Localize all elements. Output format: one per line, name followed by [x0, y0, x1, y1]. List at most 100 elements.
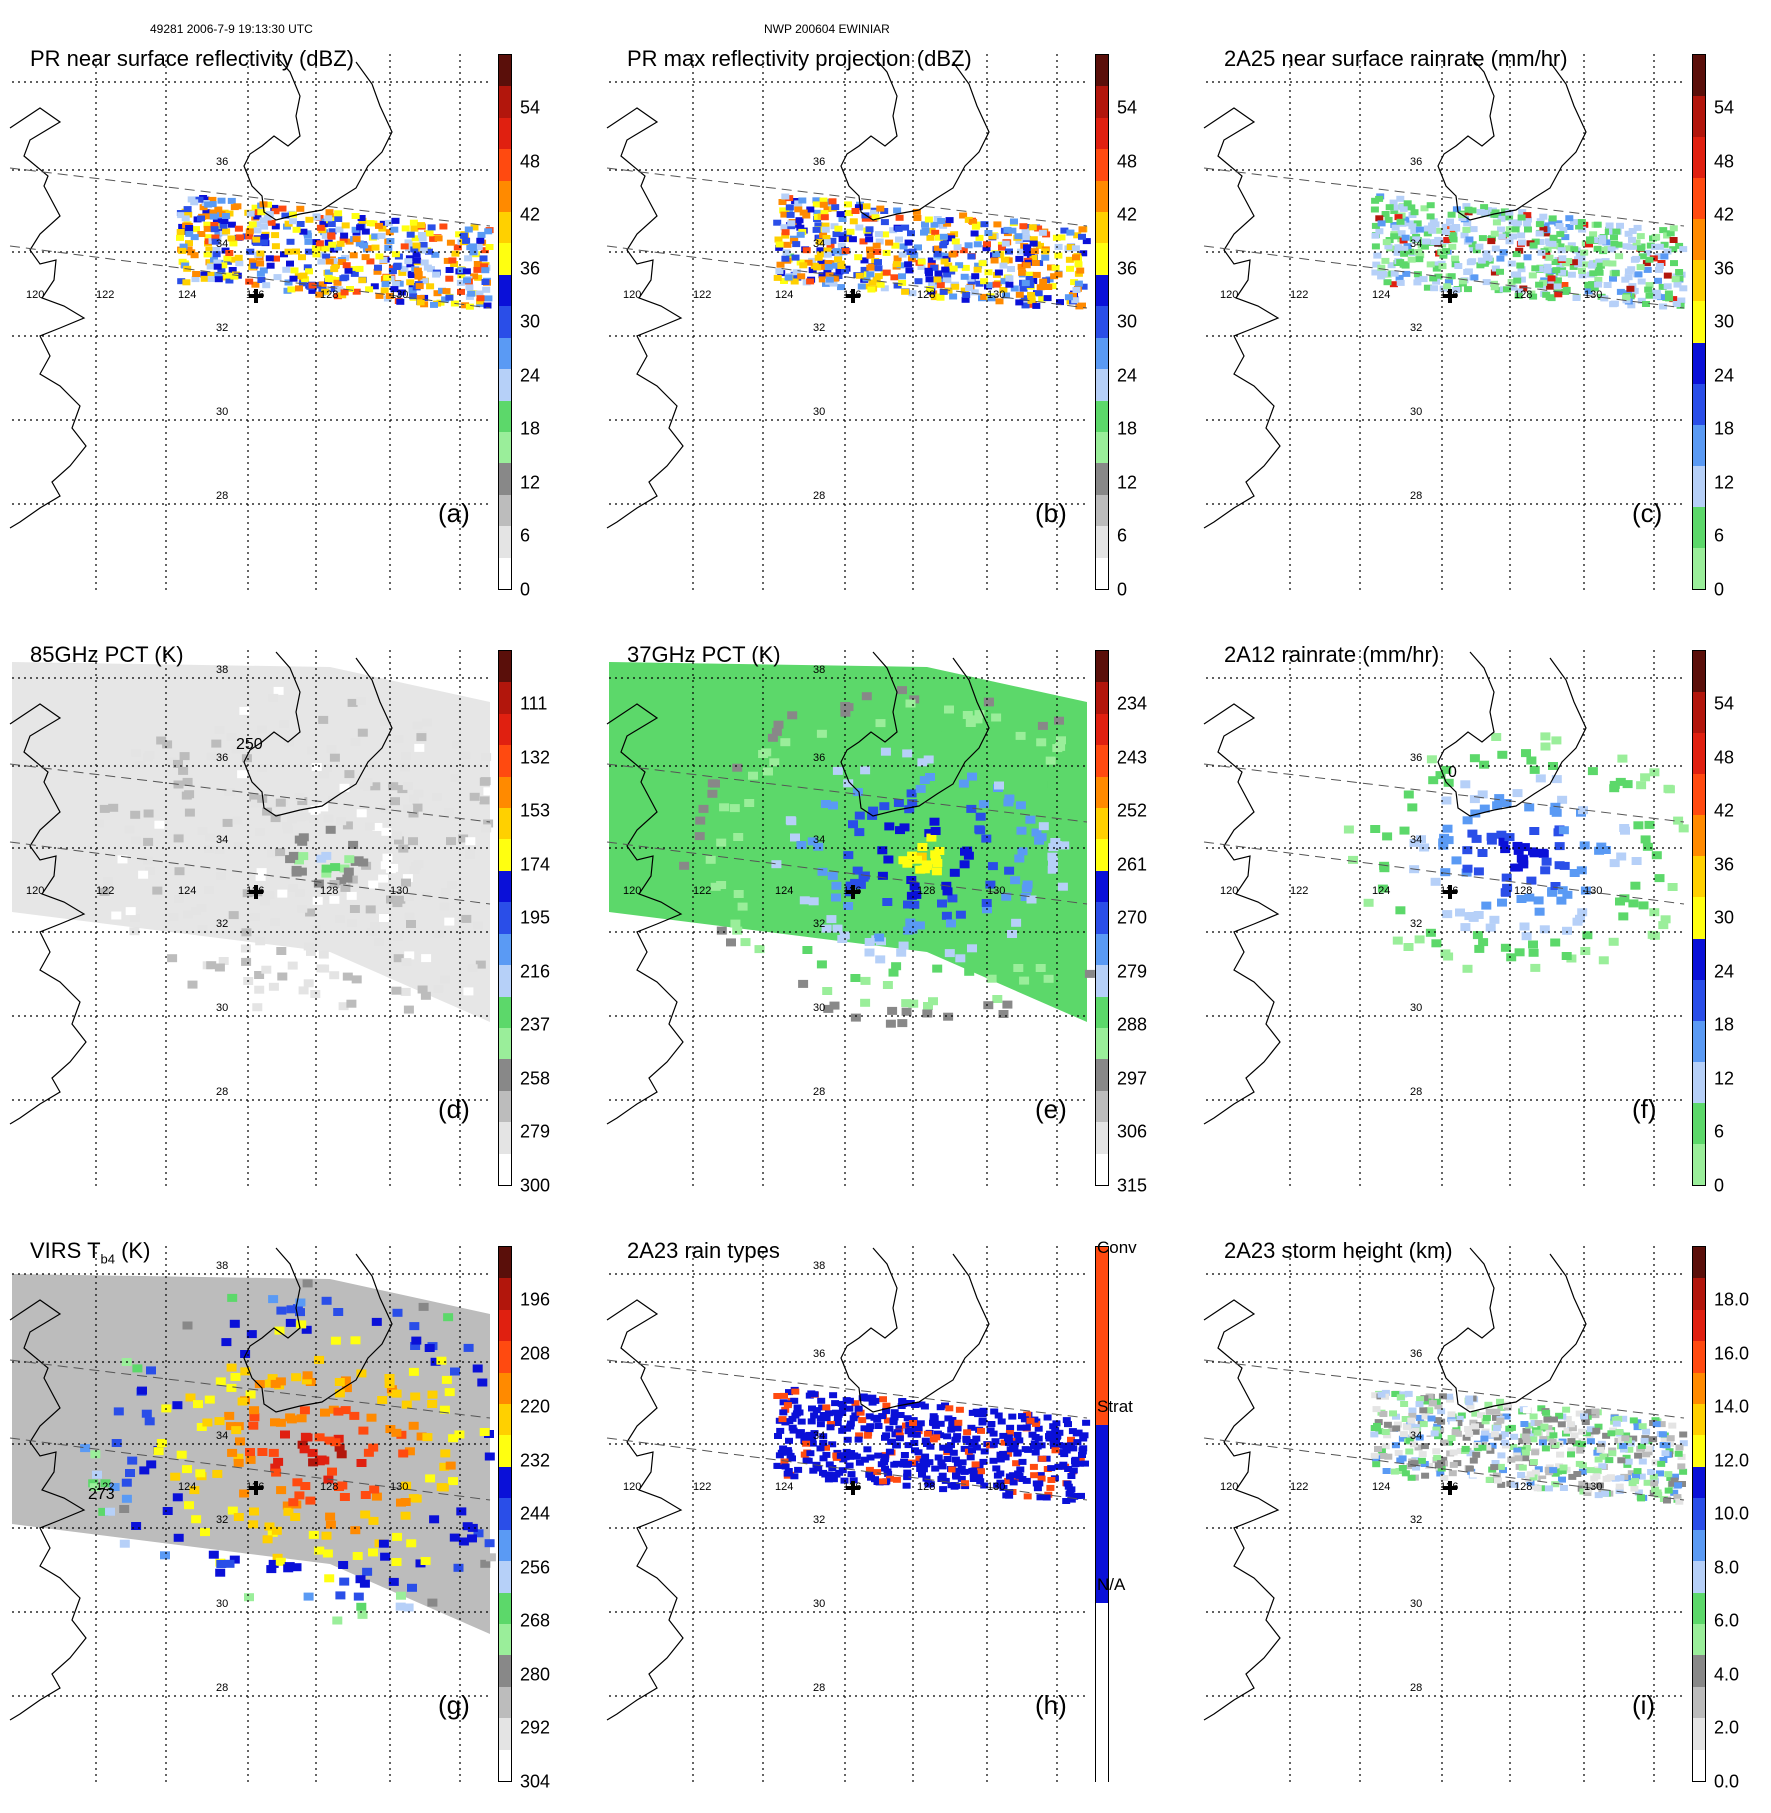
field-cell — [1491, 265, 1500, 272]
field-cell — [214, 963, 225, 972]
field-cell — [832, 766, 843, 775]
field-cell — [1587, 767, 1598, 776]
field-cell — [1448, 243, 1457, 250]
field-cell — [401, 1400, 412, 1409]
field-cell — [226, 1363, 237, 1372]
field-cell — [1652, 293, 1661, 300]
field-cell — [273, 686, 284, 695]
map-f — [1203, 650, 1689, 1190]
field-cell — [1585, 241, 1593, 248]
field-cell — [909, 695, 920, 704]
field-cell — [1530, 963, 1541, 972]
field-cell — [1455, 1415, 1464, 1422]
field-cell — [321, 232, 330, 239]
field-cell — [457, 267, 466, 274]
field-cell — [448, 1477, 458, 1486]
field-cell — [982, 245, 991, 252]
field-cell — [816, 729, 827, 738]
field-cell — [1595, 258, 1604, 265]
field-cell — [874, 265, 883, 272]
field-cell — [931, 1422, 940, 1429]
field-cell — [286, 1305, 297, 1314]
field-cell — [345, 238, 354, 245]
colorbar-segment — [499, 149, 511, 182]
field-cell — [948, 1466, 957, 1473]
field-cell — [871, 214, 880, 221]
field-cell — [922, 860, 932, 869]
field-cell — [270, 1418, 280, 1427]
field-cell — [1074, 261, 1083, 268]
field-cell — [191, 276, 200, 283]
lon-label: 124 — [775, 885, 794, 897]
field-cell — [202, 209, 211, 216]
field-cell — [1061, 1442, 1070, 1449]
field-cell — [729, 804, 740, 813]
field-cell — [813, 209, 822, 216]
field-cell — [330, 266, 339, 273]
field-cell — [456, 1507, 467, 1516]
field-cell — [350, 1526, 361, 1535]
field-cell — [1600, 295, 1609, 302]
colorbar-tick-label: 0 — [1117, 579, 1128, 600]
field-cell — [1422, 238, 1430, 245]
field-cell — [211, 234, 220, 241]
field-cell — [872, 242, 881, 249]
field-cell — [457, 288, 465, 295]
field-cell — [1464, 912, 1475, 921]
colorbar-segment — [1693, 1529, 1705, 1562]
field-cell — [783, 1402, 792, 1409]
field-cell — [834, 256, 842, 263]
field-cell — [299, 272, 308, 279]
field-cell — [1637, 1473, 1646, 1480]
field-cell — [434, 235, 443, 242]
field-cell — [1626, 243, 1635, 250]
field-cell — [371, 1492, 382, 1501]
field-cell — [1036, 1494, 1045, 1501]
field-cell — [1051, 1427, 1060, 1434]
field-cell — [957, 1465, 966, 1472]
field-cell — [403, 893, 414, 902]
field-cell — [368, 1516, 379, 1525]
contour-label-g: 273 — [88, 1486, 115, 1503]
colorbar-segment — [1096, 400, 1108, 433]
field-cell — [381, 805, 392, 814]
colorbar-segment — [1693, 938, 1705, 981]
panel-b: PR max reflectivity projection (dBZ) (b) 3… — [597, 36, 1182, 621]
field-cell — [262, 807, 273, 816]
field-cell — [1005, 1473, 1014, 1480]
field-cell — [253, 213, 262, 220]
field-cell — [887, 1438, 896, 1445]
field-cell — [865, 236, 874, 243]
field-cell — [1392, 1425, 1401, 1432]
field-cell — [808, 897, 819, 906]
field-cell — [1000, 257, 1009, 264]
field-cell — [816, 960, 827, 969]
field-cell — [769, 758, 780, 767]
field-cell — [855, 272, 864, 279]
field-cell — [861, 215, 870, 222]
field-cell — [440, 1449, 451, 1458]
field-cell — [1074, 280, 1083, 287]
field-cell — [1469, 754, 1480, 763]
field-cell — [1523, 220, 1532, 227]
field-cell — [1577, 1441, 1586, 1448]
field-cell — [1079, 250, 1088, 257]
field-cell — [882, 1402, 891, 1409]
field-cell — [908, 290, 917, 297]
field-cell — [1046, 1484, 1055, 1491]
field-cell — [410, 246, 419, 253]
colorbar-segment — [499, 1592, 511, 1625]
field-cell — [1032, 1420, 1040, 1427]
field-cell — [1540, 732, 1551, 741]
field-cell — [928, 997, 938, 1006]
field-cell — [1054, 252, 1063, 259]
colorbar-segment — [1096, 274, 1108, 307]
graticule — [609, 650, 1087, 1190]
field-cell — [1414, 935, 1425, 944]
field-cell — [1513, 846, 1524, 855]
field-cell — [257, 1448, 268, 1456]
swath-field-i — [1370, 1389, 1688, 1505]
field-cell — [1415, 1434, 1424, 1441]
field-cell — [1592, 1473, 1601, 1480]
field-cell — [409, 1322, 420, 1331]
